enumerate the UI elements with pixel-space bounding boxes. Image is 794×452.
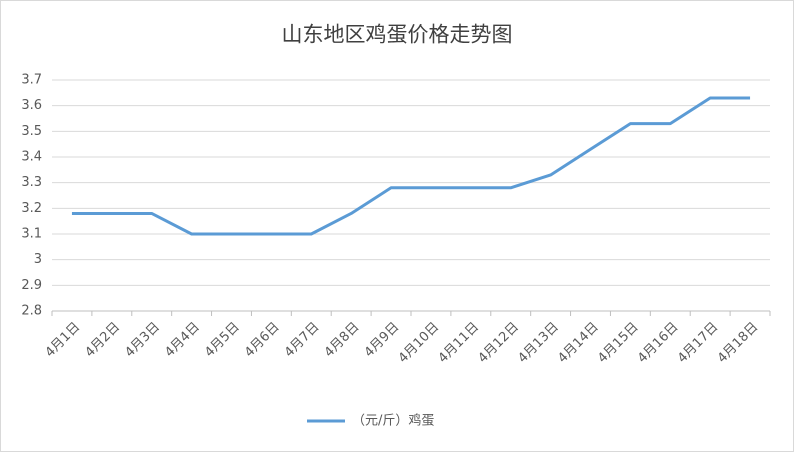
- y-tick-label: 2.8: [21, 304, 42, 319]
- y-tick-label: 3.7: [21, 73, 42, 88]
- y-tick-label: 3: [34, 252, 42, 267]
- y-tick-label: 3.5: [21, 124, 42, 139]
- y-tick-label: 3.6: [21, 98, 42, 113]
- y-tick-label: 2.9: [21, 278, 42, 293]
- y-tick-label: 3.1: [21, 227, 42, 242]
- chart-title: 山东地区鸡蛋价格走势图: [282, 23, 513, 47]
- y-tick-label: 3.2: [21, 201, 42, 216]
- line-series: [71, 96, 751, 236]
- y-tick-label: 3.3: [21, 175, 42, 190]
- legend-label: （元/斤）鸡蛋: [352, 413, 434, 429]
- y-tick-label: 3.4: [21, 150, 42, 165]
